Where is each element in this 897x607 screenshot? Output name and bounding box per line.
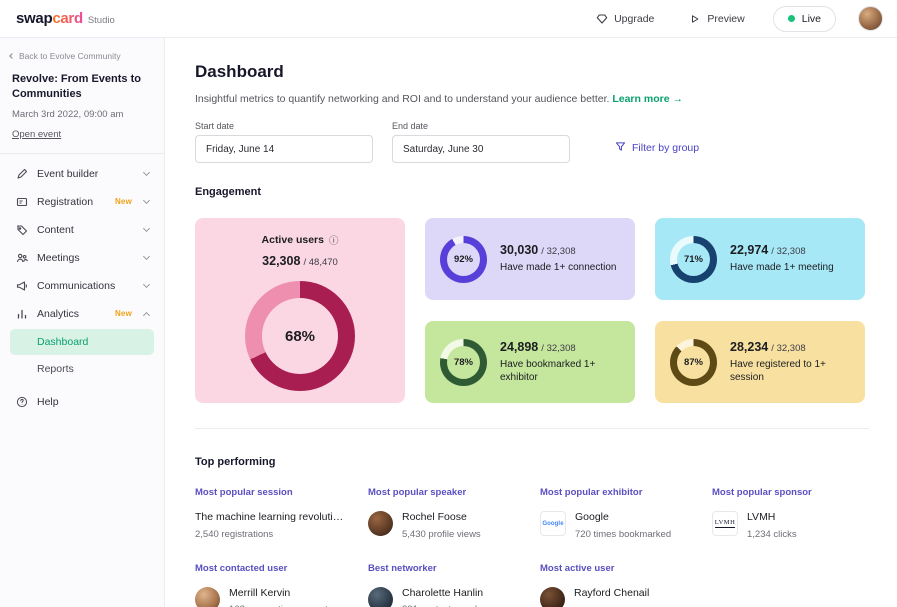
sidebar-item-content[interactable]: Content: [10, 216, 154, 244]
funnel-icon: [615, 141, 626, 155]
most-contacted-user-item[interactable]: Most contacted user Merrill Kervin 168 c…: [195, 563, 368, 607]
pencil-icon: [15, 167, 28, 180]
live-label: Live: [801, 12, 821, 25]
user-avatar: [368, 586, 393, 607]
chevron-down-icon: [142, 280, 151, 288]
meetings-card: 71% 22,974 / 32,308 Have made 1+ meeting: [655, 218, 865, 300]
active-users-card: Active users ⓘ 32,308 / 48,470 68%: [195, 218, 405, 403]
live-dot-icon: [787, 15, 795, 22]
bar-chart-icon: [15, 307, 28, 320]
sidebar-divider: [0, 152, 164, 154]
upgrade-gem-icon: [595, 12, 608, 25]
live-status-button[interactable]: Live: [772, 5, 836, 32]
section-divider: [195, 428, 869, 429]
preview-label: Preview: [707, 12, 745, 25]
topbar: swapcard Studio Upgrade Preview Live: [0, 0, 897, 38]
swapcard-logo[interactable]: swapcard Studio: [16, 10, 115, 27]
active-users-percent: 68%: [284, 327, 316, 345]
sidebar-item-reports[interactable]: Reports: [37, 362, 74, 375]
chevron-up-icon: [142, 311, 151, 319]
people-icon: [15, 251, 28, 264]
end-date-input[interactable]: [392, 135, 570, 163]
new-badge: New: [114, 309, 132, 319]
top-speaker-item[interactable]: Most popular speaker Rochel Foose 5,430 …: [368, 487, 481, 540]
top-exhibitor-item[interactable]: Most popular exhibitor Google Google 720…: [540, 487, 672, 540]
engagement-cards: Active users ⓘ 32,308 / 48,470 68% 92: [195, 218, 869, 403]
topbar-actions: Upgrade Preview Live: [589, 5, 883, 32]
start-date-label: Start date: [195, 121, 235, 131]
registration-card-icon: [15, 195, 28, 208]
top-performing-row-2: Most contacted user Merrill Kervin 168 c…: [195, 563, 869, 607]
tag-icon: [15, 223, 28, 236]
new-badge: New: [114, 197, 132, 207]
upgrade-label: Upgrade: [614, 12, 655, 25]
sessions-donut-chart: 87%: [670, 338, 717, 386]
filters-row: Start date End date Filter by group: [195, 121, 869, 163]
page-subtitle: Insightful metrics to quantify networkin…: [195, 93, 683, 105]
sidebar: Back to Evolve Community Revolve: From E…: [0, 38, 165, 607]
play-icon: [688, 12, 701, 25]
end-date-label: End date: [392, 121, 429, 131]
help-icon: [15, 395, 28, 408]
lvmh-logo-icon: LVMH: [712, 511, 738, 536]
open-event-link[interactable]: Open event: [12, 128, 62, 140]
event-date: March 3rd 2022, 09:00 am: [12, 108, 124, 120]
user-avatar: [195, 586, 220, 607]
logo-studio-label: Studio: [87, 15, 115, 26]
exhibitor-bookmarks-card: 78% 24,898 / 32,308 Have bookmarked 1+ e…: [425, 321, 635, 403]
megaphone-icon: [15, 279, 28, 292]
sidebar-item-analytics[interactable]: Analytics New: [10, 300, 154, 328]
main-content: Dashboard Insightful metrics to quantify…: [165, 38, 897, 607]
preview-button[interactable]: Preview: [682, 11, 750, 26]
top-sponsor-item[interactable]: Most popular sponsor LVMH LVMH 1,234 cli…: [712, 487, 812, 540]
active-users-donut-chart: 68%: [245, 281, 355, 391]
top-performing-title: Top performing: [195, 456, 276, 468]
exhibitor-donut-chart: 78%: [440, 338, 487, 386]
speaker-avatar: [368, 511, 393, 536]
sidebar-item-registration[interactable]: Registration New: [10, 188, 154, 216]
back-to-community-link[interactable]: Back to Evolve Community: [9, 51, 154, 61]
sidebar-item-dashboard[interactable]: Dashboard: [10, 328, 154, 355]
sidebar-item-communications[interactable]: Communications: [10, 272, 154, 300]
top-session-item[interactable]: Most popular session The machine learnin…: [195, 487, 344, 540]
user-avatar[interactable]: [858, 6, 883, 31]
meetings-donut-chart: 71%: [670, 235, 717, 283]
most-active-user-item[interactable]: Most active user Rayford Chenail: [540, 563, 712, 607]
upgrade-button[interactable]: Upgrade: [589, 11, 660, 26]
chevron-down-icon: [142, 224, 151, 232]
filter-by-group-button[interactable]: Filter by group: [615, 141, 699, 163]
connections-donut-chart: 92%: [440, 235, 487, 283]
start-date-field: Start date: [195, 121, 373, 163]
session-registrations-card: 87% 28,234 / 32,308 Have registered to 1…: [655, 321, 865, 403]
chevron-down-icon: [142, 168, 151, 176]
best-networker-item[interactable]: Best networker Charolette Hanlin 831 con…: [368, 563, 540, 607]
top-performing-row-1: Most popular session The machine learnin…: [195, 487, 869, 540]
learn-more-link[interactable]: Learn more →: [612, 93, 683, 105]
event-title: Revolve: From Events to Communities: [12, 73, 141, 101]
sidebar-item-event-builder[interactable]: Event builder: [10, 160, 154, 188]
google-logo-icon: Google: [540, 511, 566, 536]
user-avatar: [540, 586, 565, 607]
chevron-down-icon: [142, 252, 151, 260]
active-users-title: Active users ⓘ: [261, 234, 339, 247]
chevron-down-icon: [142, 196, 151, 204]
connections-card: 92% 30,030 / 32,308 Have made 1+ connect…: [425, 218, 635, 300]
chevron-left-icon: [9, 53, 15, 59]
page-title: Dashboard: [195, 62, 284, 81]
engagement-section-title: Engagement: [195, 186, 262, 198]
sidebar-item-help[interactable]: Help: [10, 388, 154, 416]
start-date-input[interactable]: [195, 135, 373, 163]
sidebar-item-meetings[interactable]: Meetings: [10, 244, 154, 272]
active-users-values: 32,308 / 48,470: [262, 254, 338, 268]
info-icon[interactable]: ⓘ: [328, 236, 339, 247]
end-date-field: End date: [392, 121, 570, 163]
logo-text: swapcard: [16, 10, 83, 27]
